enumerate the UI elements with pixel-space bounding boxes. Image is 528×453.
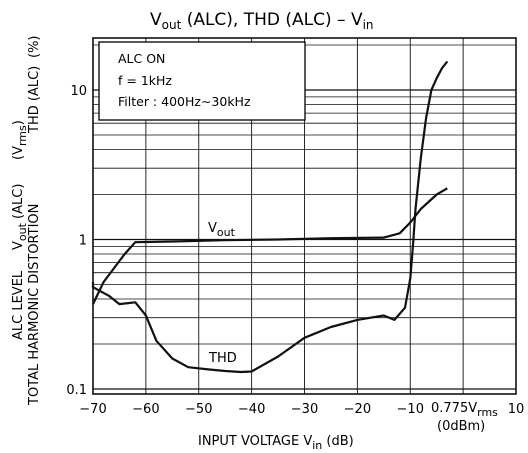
x-tick-label: −50 — [185, 402, 212, 417]
chart-title: Vout (ALC), THD (ALC) – Vin — [150, 10, 374, 32]
x-tick-label: −30 — [291, 402, 318, 417]
y-axis-label-thd-alc: THD (ALC) — [27, 66, 42, 134]
x-axis-label: INPUT VOLTAGE Vin (dB) — [198, 434, 354, 452]
x-tick-label: −60 — [132, 402, 159, 417]
y-tick-label: 10 — [70, 84, 87, 99]
y-tick-label: 1 — [79, 234, 87, 249]
annotation-box — [98, 41, 306, 121]
y-axis-label-alc-level: ALC LEVEL — [11, 270, 26, 340]
annotation-line-3: Filter : 400Hz∼30kHz — [118, 94, 251, 109]
x-tick-label: 10 — [508, 402, 525, 417]
x-tick-labels: −70 −60 −50 −40 −30 −20 −10 10 — [79, 402, 524, 417]
series-thd-line — [91, 60, 449, 374]
y-axis-unit-vrms: (Vrms) — [11, 120, 29, 160]
x-tick-label: −10 — [397, 402, 424, 417]
series-vout-line — [92, 187, 448, 305]
y-tick-labels: 0.1 1 10 — [66, 84, 87, 398]
annotation-line-1: ALC ON — [118, 51, 165, 66]
x-ref-label-2: (0dBm) — [437, 419, 485, 434]
y-axis-unit-percent: (%) — [27, 36, 42, 59]
y-tick-label: 0.1 — [66, 383, 87, 398]
x-tick-label: −40 — [238, 402, 265, 417]
y-axis-label-vout-alc: Vout (ALC) — [11, 184, 29, 250]
x-tick-label: −20 — [344, 402, 371, 417]
series-label-thd: THD — [208, 351, 237, 366]
annotation-line-2: f = 1kHz — [118, 73, 172, 88]
x-ref-label: 0.775Vrms — [431, 401, 498, 419]
plot-frame — [92, 37, 517, 395]
series-label-vout: Vout — [208, 221, 236, 239]
x-tick-label: −70 — [79, 402, 106, 417]
y-axis-label-thd-full: TOTAL HARMONIC DISTORTION — [27, 204, 42, 406]
